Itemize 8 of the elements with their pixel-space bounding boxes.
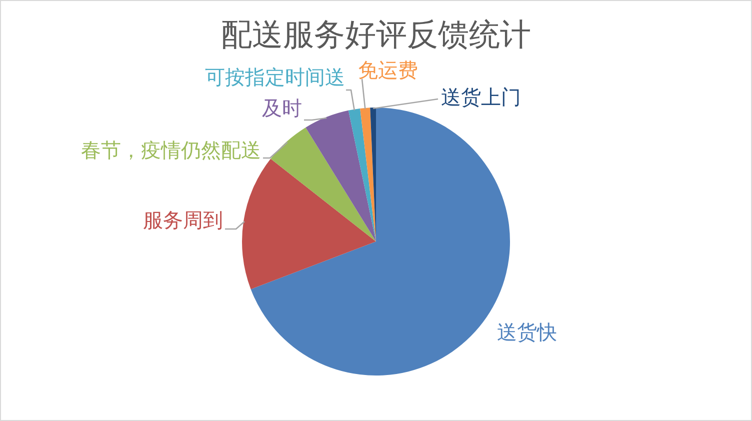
slice-label: 免运费 bbox=[358, 60, 418, 82]
chart-title: 配送服务好评反馈统计 bbox=[221, 17, 531, 52]
slice-label: 服务周到 bbox=[143, 210, 223, 232]
slice-label: 送货快 bbox=[497, 322, 557, 344]
slice-label: 可按指定时间送 bbox=[205, 67, 345, 89]
slice-label: 及时 bbox=[262, 98, 302, 120]
slice-label: 春节，疫情仍然配送 bbox=[81, 140, 261, 162]
slice-label: 送货上门 bbox=[441, 87, 521, 109]
